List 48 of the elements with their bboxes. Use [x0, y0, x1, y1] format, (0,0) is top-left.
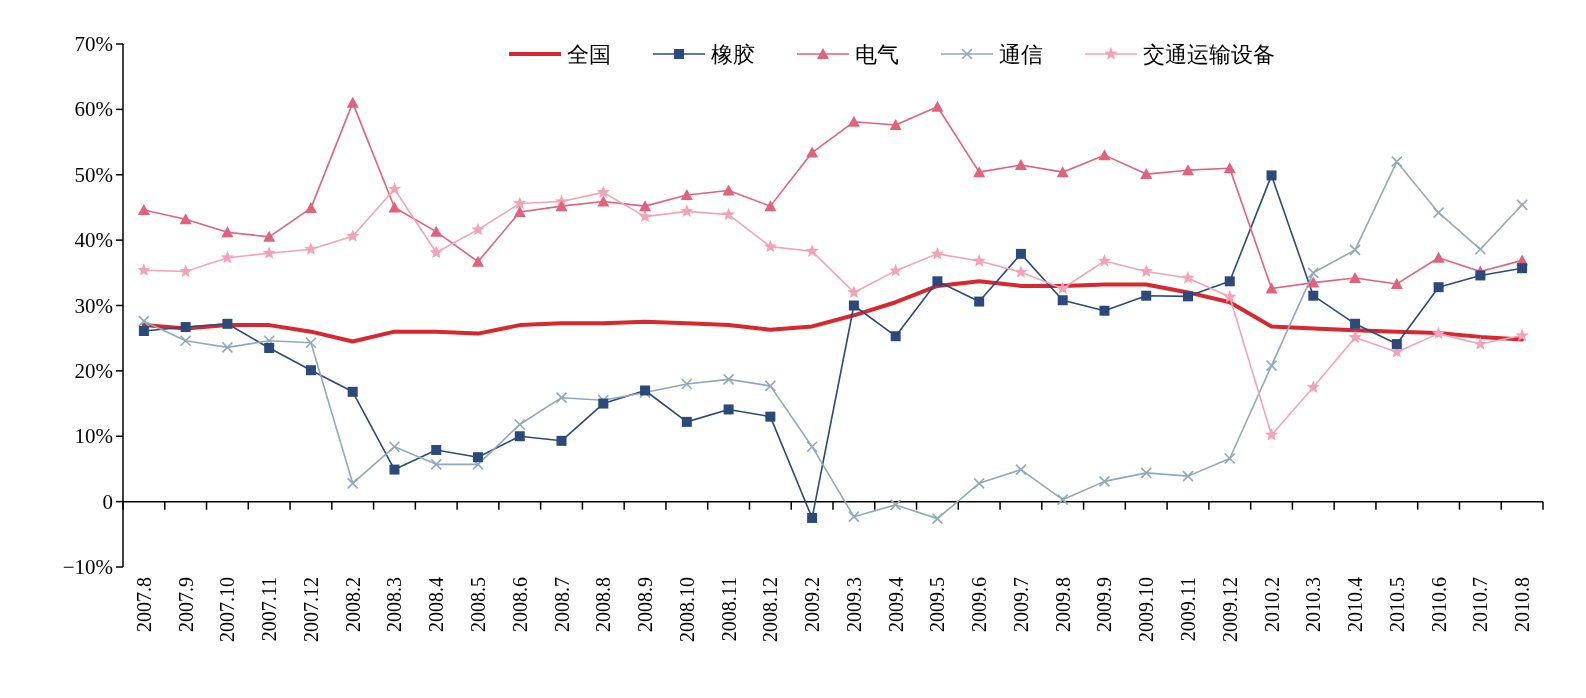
legend-label: 交通运输设备 — [1143, 42, 1275, 67]
x-tick-label: 2008.5 — [467, 577, 489, 632]
x-tick-label: 2008.8 — [592, 577, 615, 632]
x-tick-label: 2009.7 — [1009, 577, 1032, 632]
x-tick-label: 2010.2 — [1260, 577, 1283, 632]
y-tick-label: 40% — [74, 228, 113, 253]
x-tick-label: 2009.9 — [1093, 577, 1116, 632]
legend-label: 电气 — [855, 42, 899, 67]
x-tick-label: 2009.8 — [1051, 577, 1074, 632]
y-tick-label: −10% — [62, 555, 113, 579]
x-tick-label: 2008.10 — [675, 577, 698, 642]
x-tick-label: 2010.7 — [1469, 577, 1492, 632]
legend-label: 全国 — [567, 42, 611, 67]
legend-label: 橡胶 — [711, 42, 755, 67]
x-tick-label: 2008.7 — [550, 577, 573, 632]
y-tick-label: 60% — [74, 97, 113, 122]
x-tick-label: 2009.10 — [1135, 577, 1158, 642]
x-tick-label: 2009.2 — [801, 577, 824, 632]
x-tick-label: 2009.6 — [968, 577, 991, 632]
x-tick-label: 2010.4 — [1344, 577, 1367, 632]
y-tick-label: 50% — [74, 162, 113, 187]
x-tick-label: 2010.8 — [1511, 577, 1534, 632]
x-tick-label: 2010.5 — [1385, 577, 1408, 632]
x-tick-label: 2009.11 — [1177, 577, 1199, 642]
x-tick-label: 2007.9 — [174, 577, 197, 632]
x-tick-label: 2010.6 — [1427, 577, 1450, 632]
y-tick-label: 10% — [74, 424, 113, 449]
x-tick-label: 2009.3 — [842, 577, 865, 632]
y-tick-label: 70% — [74, 32, 113, 56]
x-tick-label: 2007.12 — [299, 577, 322, 642]
y-tick-label: 20% — [74, 358, 113, 383]
x-tick-label: 2008.2 — [341, 577, 364, 632]
x-tick-label: 2009.12 — [1218, 577, 1241, 642]
x-tick-label: 2007.8 — [132, 577, 155, 632]
x-tick-label: 2008.9 — [634, 577, 657, 632]
x-tick-label: 2007.10 — [216, 577, 239, 642]
x-tick-label: 2008.6 — [508, 577, 531, 632]
legend-label: 通信 — [999, 42, 1043, 67]
y-tick-label: 30% — [74, 293, 113, 318]
x-tick-label: 2008.12 — [759, 577, 782, 642]
x-tick-label: 2010.3 — [1302, 577, 1325, 632]
x-tick-label: 2008.11 — [717, 577, 740, 642]
x-tick-label: 2008.3 — [383, 577, 406, 632]
x-tick-label: 2007.11 — [258, 577, 281, 642]
x-tick-label: 2009.5 — [926, 577, 949, 632]
x-tick-label: 2008.4 — [425, 577, 448, 632]
x-tick-label: 2009.4 — [884, 577, 907, 632]
y-tick-label: 0 — [102, 489, 113, 514]
